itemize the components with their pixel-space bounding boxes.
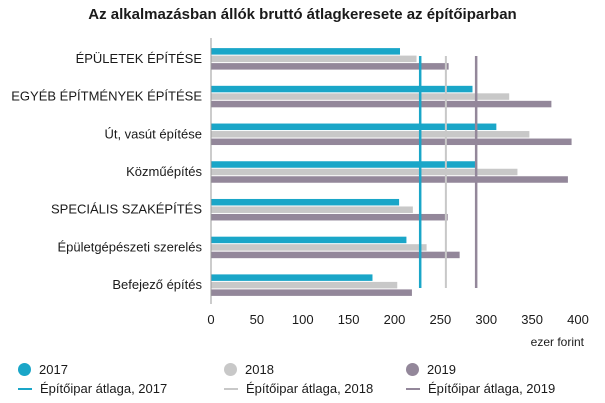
x-tick-label-200: 200 [384, 312, 406, 327]
bar-2019-5 [211, 251, 460, 259]
x-tick-label-250: 250 [430, 312, 452, 327]
legend-item-2019: 2019 [406, 362, 456, 377]
category-label-3: Közműépítés [126, 164, 202, 179]
bar-2019-3 [211, 176, 568, 183]
bar-2018-2 [211, 131, 530, 138]
category-label-1: EGYÉB ÉPÍTMÉNYEK ÉPÍTÉSE [11, 89, 202, 104]
bar-2017-0 [211, 48, 401, 55]
legend-label-avg-2019: Építőipar átlaga, 2019 [428, 381, 556, 396]
bar-2018-4 [211, 206, 413, 213]
category-label-2: Út, vasút építése [104, 126, 202, 141]
bar-2018-6 [211, 281, 398, 289]
x-tick-label-400: 400 [567, 312, 589, 327]
bar-2019-1 [211, 100, 552, 108]
legend: 2017 2018 2019 Építőipar átlaga, 2017 Ép… [14, 360, 604, 402]
bar-2017-4 [211, 198, 400, 206]
x-axis-label: ezer forint [531, 335, 585, 349]
legend-item-avg-2018: Építőipar átlaga, 2018 [224, 381, 373, 396]
legend-item-avg-2017: Építőipar átlaga, 2017 [18, 381, 167, 396]
legend-item-2017: 2017 [18, 362, 68, 377]
bar-2019-2 [211, 138, 572, 146]
legend-label-avg-2018: Építőipar átlaga, 2018 [246, 381, 374, 396]
x-tick-label-0: 0 [207, 312, 214, 327]
legend-line-avg-2018 [224, 387, 238, 390]
bar-2017-6 [211, 274, 373, 281]
legend-marker-2017 [18, 363, 31, 376]
legend-marker-2019 [406, 363, 419, 376]
legend-line-avg-2019 [406, 387, 420, 390]
category-label-0: ÉPÜLETEK ÉPÍTÉSE [76, 51, 203, 66]
x-tick-label-100: 100 [292, 312, 314, 327]
x-tick-label-300: 300 [475, 312, 497, 327]
bar-2017-2 [211, 123, 497, 131]
legend-item-2018: 2018 [224, 362, 274, 377]
chart-title: Az alkalmazásban állók bruttó átlagkeres… [88, 6, 517, 23]
x-tick-label-50: 50 [250, 312, 264, 327]
bar-2018-3 [211, 168, 518, 176]
legend-label-2018: 2018 [245, 362, 274, 377]
bar-2017-5 [211, 236, 407, 244]
x-tick-label-350: 350 [521, 312, 543, 327]
legend-marker-2018 [224, 363, 237, 376]
legend-line-avg-2017 [18, 387, 32, 390]
bar-2018-0 [211, 55, 417, 63]
bar-2019-6 [211, 289, 412, 296]
legend-item-avg-2019: Építőipar átlaga, 2019 [406, 381, 555, 396]
bar-2019-4 [211, 213, 448, 221]
category-label-5: Épületgépészeti szerelés [57, 239, 202, 254]
legend-label-2017: 2017 [39, 362, 68, 377]
legend-label-2019: 2019 [427, 362, 456, 377]
bar-2018-5 [211, 244, 427, 251]
bar-2017-3 [211, 161, 476, 168]
category-label-6: Befejező építés [112, 277, 202, 292]
category-label-4: SPECIÁLIS SZAKÉPÍTÉS [51, 202, 202, 217]
legend-label-avg-2017: Építőipar átlaga, 2017 [40, 381, 168, 396]
bar-2017-1 [211, 85, 473, 93]
bar-2019-0 [211, 63, 449, 70]
bar-2018-1 [211, 93, 510, 100]
x-tick-label-150: 150 [338, 312, 360, 327]
